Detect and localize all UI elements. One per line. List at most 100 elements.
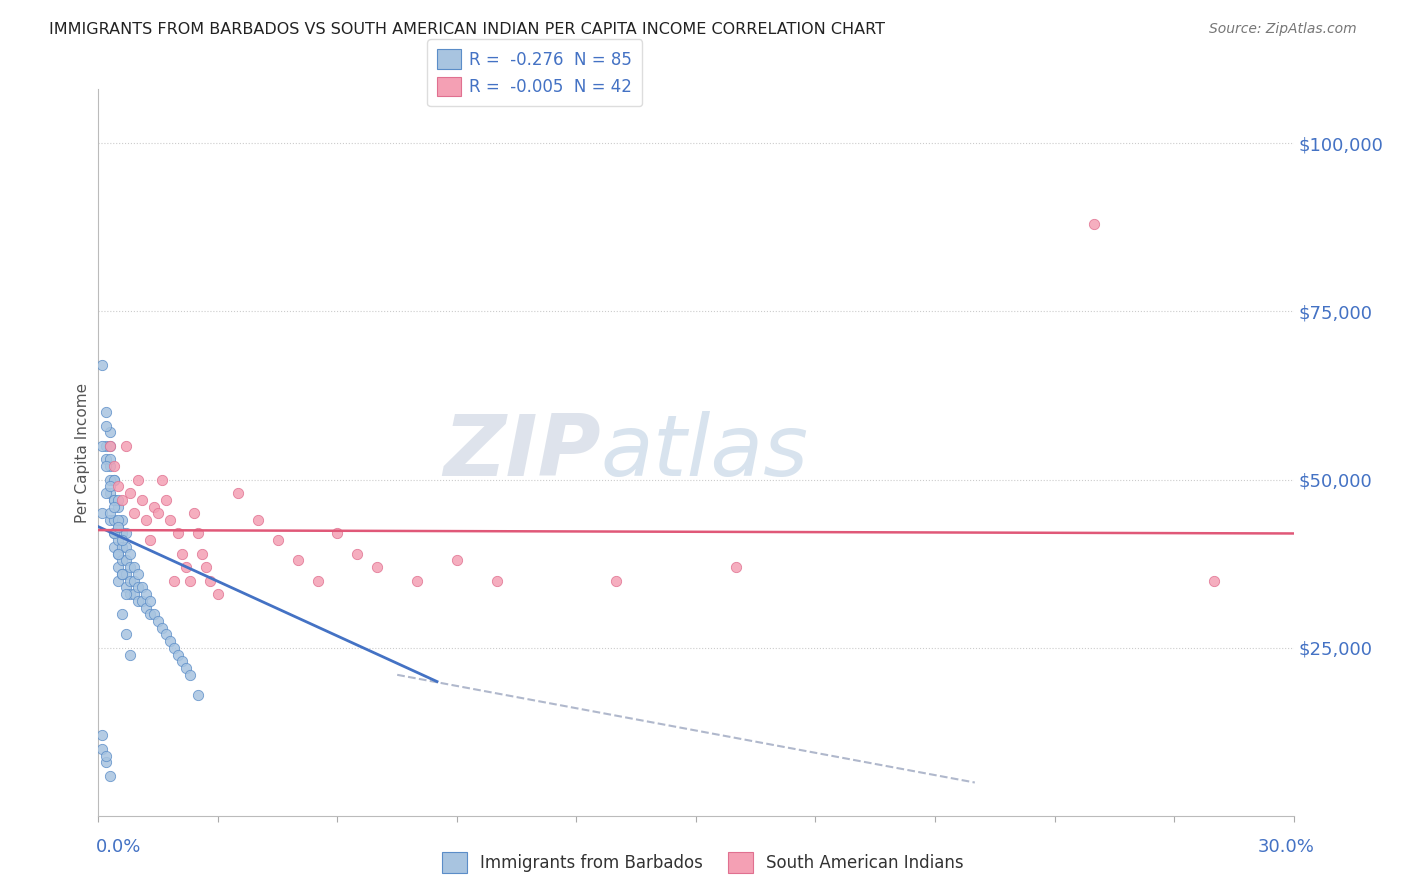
Point [96,756,118,770]
Point [107,547,129,561]
Point [159,513,181,527]
Point [267,533,290,548]
Point [107,513,129,527]
Point [103,492,125,507]
Point [107,547,129,561]
Point [131,492,153,507]
Point [167,648,190,662]
Legend: Immigrants from Barbados, South American Indians: Immigrants from Barbados, South American… [436,846,970,880]
Point [103,492,125,507]
Point [111,513,134,527]
Point [135,587,157,601]
Point [111,566,134,581]
Point [179,574,201,588]
Point [103,513,125,527]
Point [131,580,153,594]
Point [1202,574,1225,588]
Text: IMMIGRANTS FROM BARBADOS VS SOUTH AMERICAN INDIAN PER CAPITA INCOME CORRELATION : IMMIGRANTS FROM BARBADOS VS SOUTH AMERIC… [49,22,886,37]
Point [98,452,122,467]
Point [326,526,349,541]
Point [139,594,162,608]
Point [198,574,221,588]
Text: atlas: atlas [600,411,808,494]
Point [406,574,429,588]
Point [139,533,162,548]
Point [107,500,129,514]
Point [115,580,138,594]
Point [115,526,138,541]
Point [103,526,125,541]
Point [111,553,134,567]
Point [115,627,138,641]
Point [115,566,138,581]
Point [98,439,122,453]
Point [96,486,118,500]
Point [120,486,142,500]
Point [446,553,468,567]
Point [96,459,118,474]
Point [98,425,122,440]
Point [150,621,173,635]
Point [724,560,747,574]
Point [605,574,627,588]
Point [120,574,142,588]
Point [91,506,114,520]
Point [191,547,214,561]
Point [127,473,149,487]
Point [124,506,146,520]
Point [98,506,122,520]
Point [111,492,134,507]
Point [120,560,142,574]
Point [1083,217,1105,231]
Point [111,607,134,622]
Point [163,640,186,655]
Point [96,405,118,419]
Point [96,439,118,453]
Point [107,520,129,534]
Point [124,587,146,601]
Point [366,560,388,574]
Point [91,728,114,742]
Point [98,769,122,783]
Point [135,600,157,615]
Point [107,574,129,588]
Point [98,459,122,474]
Point [115,439,138,453]
Point [127,566,149,581]
Point [107,560,129,574]
Point [91,742,114,756]
Point [163,574,186,588]
Point [148,614,170,628]
Point [167,526,190,541]
Point [135,513,157,527]
Point [103,473,125,487]
Point [187,526,209,541]
Point [103,526,125,541]
Point [131,594,153,608]
Point [96,452,118,467]
Point [91,358,114,372]
Point [103,500,125,514]
Point [183,506,205,520]
Point [120,587,142,601]
Point [98,439,122,453]
Point [172,547,194,561]
Point [115,553,138,567]
Point [107,520,129,534]
Point [103,540,125,554]
Point [159,634,181,648]
Point [287,553,309,567]
Point [127,594,149,608]
Point [111,540,134,554]
Point [174,560,197,574]
Point [115,540,138,554]
Point [98,473,122,487]
Point [103,459,125,474]
Point [96,418,118,433]
Point [148,506,170,520]
Point [187,688,209,702]
Point [98,513,122,527]
Point [139,607,162,622]
Point [155,627,177,641]
Y-axis label: Per Capita Income: Per Capita Income [75,383,90,523]
